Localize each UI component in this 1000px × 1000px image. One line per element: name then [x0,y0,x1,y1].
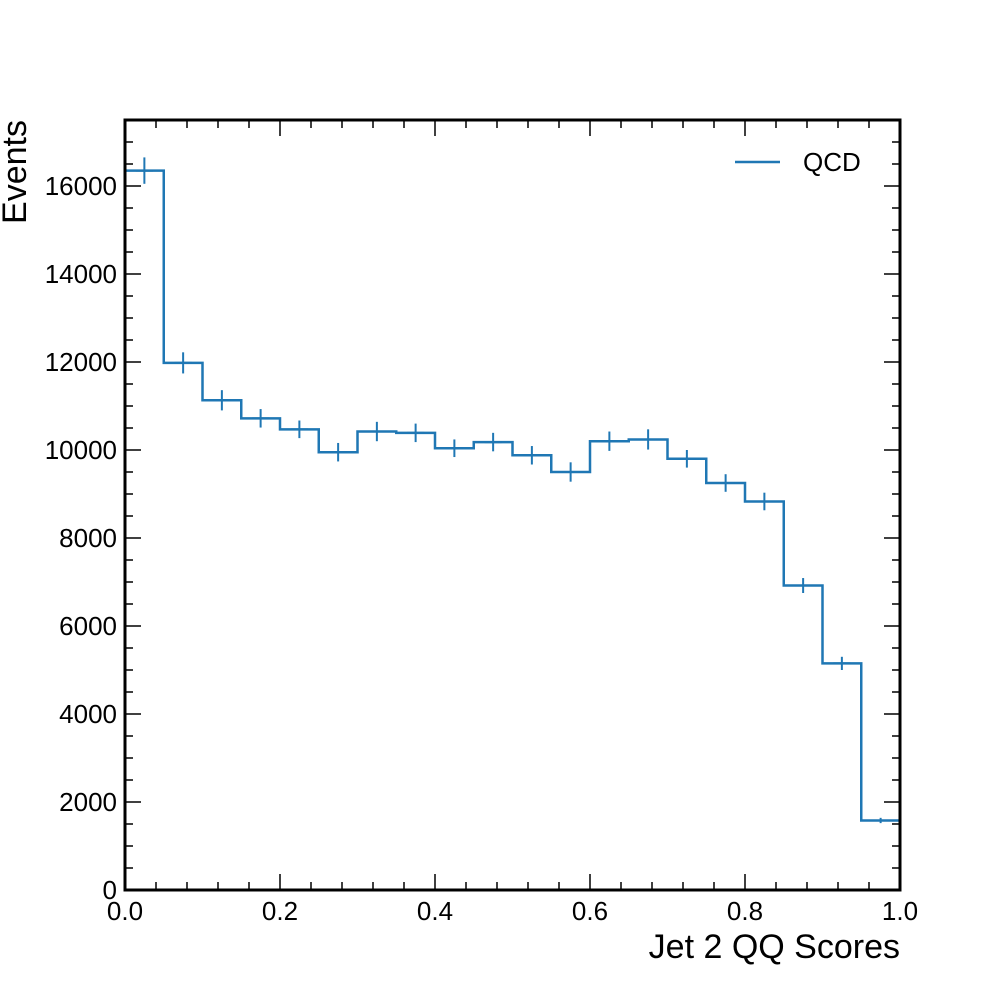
legend-label-qcd: QCD [803,147,861,177]
y-tick-label: 8000 [59,523,117,553]
y-tick-label: 10000 [45,435,117,465]
x-tick-label: 0.0 [107,896,143,926]
y-tick-label: 0 [103,875,117,905]
y-axis-title: Events [0,120,34,224]
legend: QCD [735,147,861,177]
x-tick-label: 0.2 [262,896,298,926]
y-tick-label: 2000 [59,787,117,817]
x-axis-title: Jet 2 QQ Scores [649,928,900,966]
x-tick-label: 0.6 [572,896,608,926]
y-tick-label: 12000 [45,347,117,377]
plot-frame [123,118,902,892]
y-tick-label: 14000 [45,259,117,289]
histogram-step-line [125,169,900,822]
y-tick-label: 6000 [59,611,117,641]
y-tick-label: 16000 [45,171,117,201]
y-tick-label: 4000 [59,699,117,729]
x-tick-label: 0.8 [727,896,763,926]
tick-labels: 0.0 0.2 0.4 0.6 0.8 1.0 0 2000 4000 6000 8000 10000… [45,171,918,926]
plot-area [125,157,900,824]
x-tick-label: 0.4 [417,896,453,926]
x-tick-label: 1.0 [882,896,918,926]
